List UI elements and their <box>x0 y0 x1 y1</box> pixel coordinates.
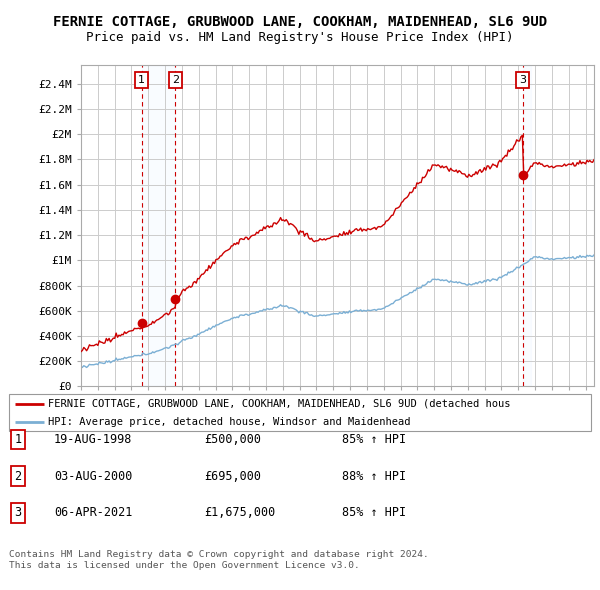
Text: 3: 3 <box>14 506 22 519</box>
Text: HPI: Average price, detached house, Windsor and Maidenhead: HPI: Average price, detached house, Wind… <box>49 418 411 427</box>
Text: 1: 1 <box>138 75 145 85</box>
Bar <box>142 65 175 386</box>
Text: Price paid vs. HM Land Registry's House Price Index (HPI): Price paid vs. HM Land Registry's House … <box>86 31 514 44</box>
Text: FERNIE COTTAGE, GRUBWOOD LANE, COOKHAM, MAIDENHEAD, SL6 9UD (detached hous: FERNIE COTTAGE, GRUBWOOD LANE, COOKHAM, … <box>49 399 511 409</box>
FancyBboxPatch shape <box>9 394 591 431</box>
Text: 88% ↑ HPI: 88% ↑ HPI <box>342 470 406 483</box>
Text: FERNIE COTTAGE, GRUBWOOD LANE, COOKHAM, MAIDENHEAD, SL6 9UD: FERNIE COTTAGE, GRUBWOOD LANE, COOKHAM, … <box>53 15 547 29</box>
Text: 2: 2 <box>172 75 179 85</box>
Text: 03-AUG-2000: 03-AUG-2000 <box>54 470 133 483</box>
Text: 85% ↑ HPI: 85% ↑ HPI <box>342 506 406 519</box>
Text: £695,000: £695,000 <box>204 470 261 483</box>
Text: This data is licensed under the Open Government Licence v3.0.: This data is licensed under the Open Gov… <box>9 560 360 569</box>
Text: 1: 1 <box>14 433 22 446</box>
Bar <box>523 65 531 386</box>
Text: 06-APR-2021: 06-APR-2021 <box>54 506 133 519</box>
Text: 3: 3 <box>519 75 526 85</box>
Text: 2: 2 <box>14 470 22 483</box>
Text: Contains HM Land Registry data © Crown copyright and database right 2024.: Contains HM Land Registry data © Crown c… <box>9 550 429 559</box>
Text: £1,675,000: £1,675,000 <box>204 506 275 519</box>
Text: £500,000: £500,000 <box>204 433 261 446</box>
Text: 85% ↑ HPI: 85% ↑ HPI <box>342 433 406 446</box>
Text: 19-AUG-1998: 19-AUG-1998 <box>54 433 133 446</box>
